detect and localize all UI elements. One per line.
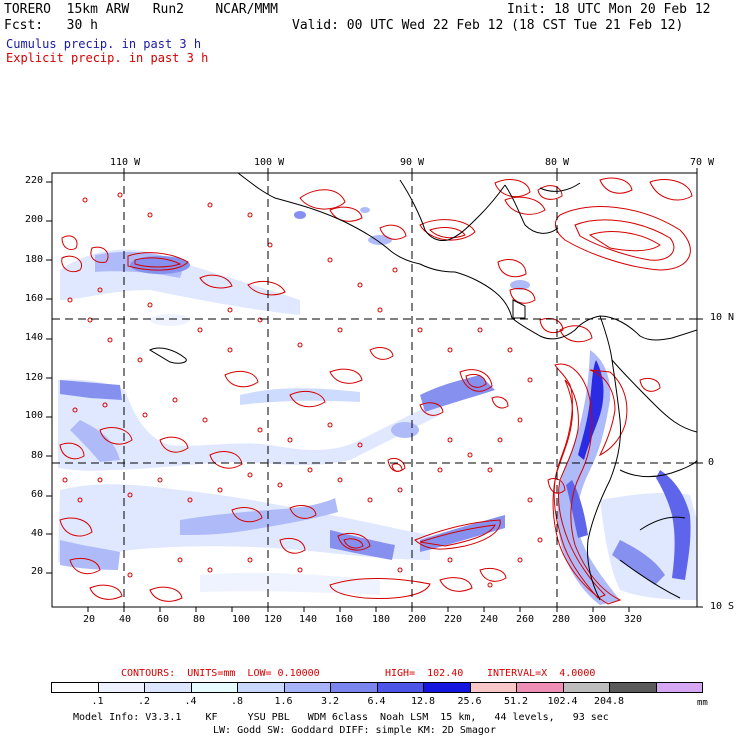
map-frame <box>51 172 698 608</box>
y-label: 40 <box>31 528 44 539</box>
lat-label-10s: 10 S <box>710 601 735 612</box>
x-label: 60 <box>157 614 170 625</box>
x-label: 160 <box>335 614 354 625</box>
y-label: 140 <box>25 332 44 343</box>
colorbar-swatch <box>283 682 331 693</box>
x-label: 80 <box>193 614 206 625</box>
explicit-speckles <box>62 192 543 588</box>
lon-label-90w: 90 W <box>400 157 425 168</box>
contour-interval: INTERVAL=X 4.0000 <box>487 668 596 679</box>
model-info-line2: LW: Godd SW: Goddard DIFF: simple KM: 2D… <box>213 725 496 736</box>
y-label: 180 <box>25 254 44 265</box>
valid-time: Valid: 00 UTC Wed 22 Feb 12 (18 CST Tue … <box>292 18 684 33</box>
x-label: 200 <box>408 614 427 625</box>
colorbar-label: 25.6 <box>457 696 482 707</box>
lon-label-100w: 100 W <box>254 157 285 168</box>
y-label: 220 <box>25 175 44 186</box>
x-label: 240 <box>480 614 499 625</box>
colorbar-label: 102.4 <box>547 696 578 707</box>
lat-label-10n: 10 N <box>710 312 735 323</box>
x-label: 260 <box>516 614 535 625</box>
lon-label-110w: 110 W <box>110 157 141 168</box>
colorbar-swatch <box>190 682 238 693</box>
x-label: 140 <box>299 614 318 625</box>
x-label: 180 <box>372 614 391 625</box>
colorbar-swatch <box>469 682 517 693</box>
colorbar-label: 204.8 <box>593 696 625 707</box>
colorbar-label: .4 <box>184 696 197 707</box>
y-label: 200 <box>25 214 44 225</box>
colorbar-label: .1 <box>91 696 104 707</box>
graticule <box>52 173 697 607</box>
cumulus-shading <box>58 207 697 605</box>
colorbar-label: 3.2 <box>320 696 340 707</box>
title-left: TORERO 15km ARW Run2 NCAR/MMM <box>4 2 278 17</box>
y-label: 120 <box>25 372 44 383</box>
colorbar-swatch <box>237 682 285 693</box>
colorbar-swatch <box>376 682 424 693</box>
map-contents <box>52 173 697 607</box>
colorbar-swatch <box>609 682 657 693</box>
lat-label-0: 0 <box>708 457 715 468</box>
x-label: 300 <box>588 614 607 625</box>
colorbar-unit: mm <box>697 698 708 708</box>
colorbar-label: 51.2 <box>503 696 529 707</box>
colorbar-swatch <box>516 682 564 693</box>
colorbar-label: 6.4 <box>367 696 386 707</box>
y-label: 100 <box>25 410 44 421</box>
colorbar-swatch <box>51 682 99 693</box>
colorbar-label: .8 <box>230 696 244 707</box>
x-label: 100 <box>232 614 251 625</box>
x-label: 280 <box>552 614 571 625</box>
x-label: 40 <box>119 614 132 625</box>
x-label: 320 <box>624 614 643 625</box>
contour-units: CONTOURS: UNITS=mm LOW= 0.10000 <box>121 668 320 679</box>
contour-high: HIGH= 102.40 <box>385 668 464 679</box>
colorbar-swatch <box>423 682 471 693</box>
colorbar-swatch <box>562 682 610 693</box>
colorbar-swatch <box>97 682 145 693</box>
colorbar-label: 1.6 <box>274 696 293 707</box>
explicit-contours <box>59 177 693 605</box>
model-info-line1: Model Info: V3.3.1 KF YSU PBL WDM 6class… <box>73 712 609 723</box>
legend-explicit: Explicit precip. in past 3 h <box>6 51 209 65</box>
init-time: Init: 18 UTC Mon 20 Feb 12 <box>507 2 711 17</box>
tick-marks <box>46 168 703 612</box>
x-label: 20 <box>83 614 96 625</box>
lon-label-80w: 80 W <box>545 157 570 168</box>
coastlines <box>148 173 697 601</box>
lon-label-70w: 70 W <box>690 157 715 168</box>
legend-cumulus: Cumulus precip. in past 3 h <box>6 37 202 51</box>
y-label: 80 <box>31 450 44 461</box>
colorbar-swatch <box>330 682 378 693</box>
y-label: 20 <box>31 566 44 577</box>
colorbar-swatch <box>655 682 703 693</box>
colorbar-swatch <box>144 682 192 693</box>
colorbar-label: 12.8 <box>410 696 436 707</box>
y-label: 60 <box>31 489 44 500</box>
forecast-hour: Fcst: 30 h <box>4 18 98 33</box>
x-label: 120 <box>264 614 283 625</box>
y-label: 160 <box>25 293 44 304</box>
colorbar-label: .2 <box>137 696 151 707</box>
x-label: 220 <box>444 614 463 625</box>
